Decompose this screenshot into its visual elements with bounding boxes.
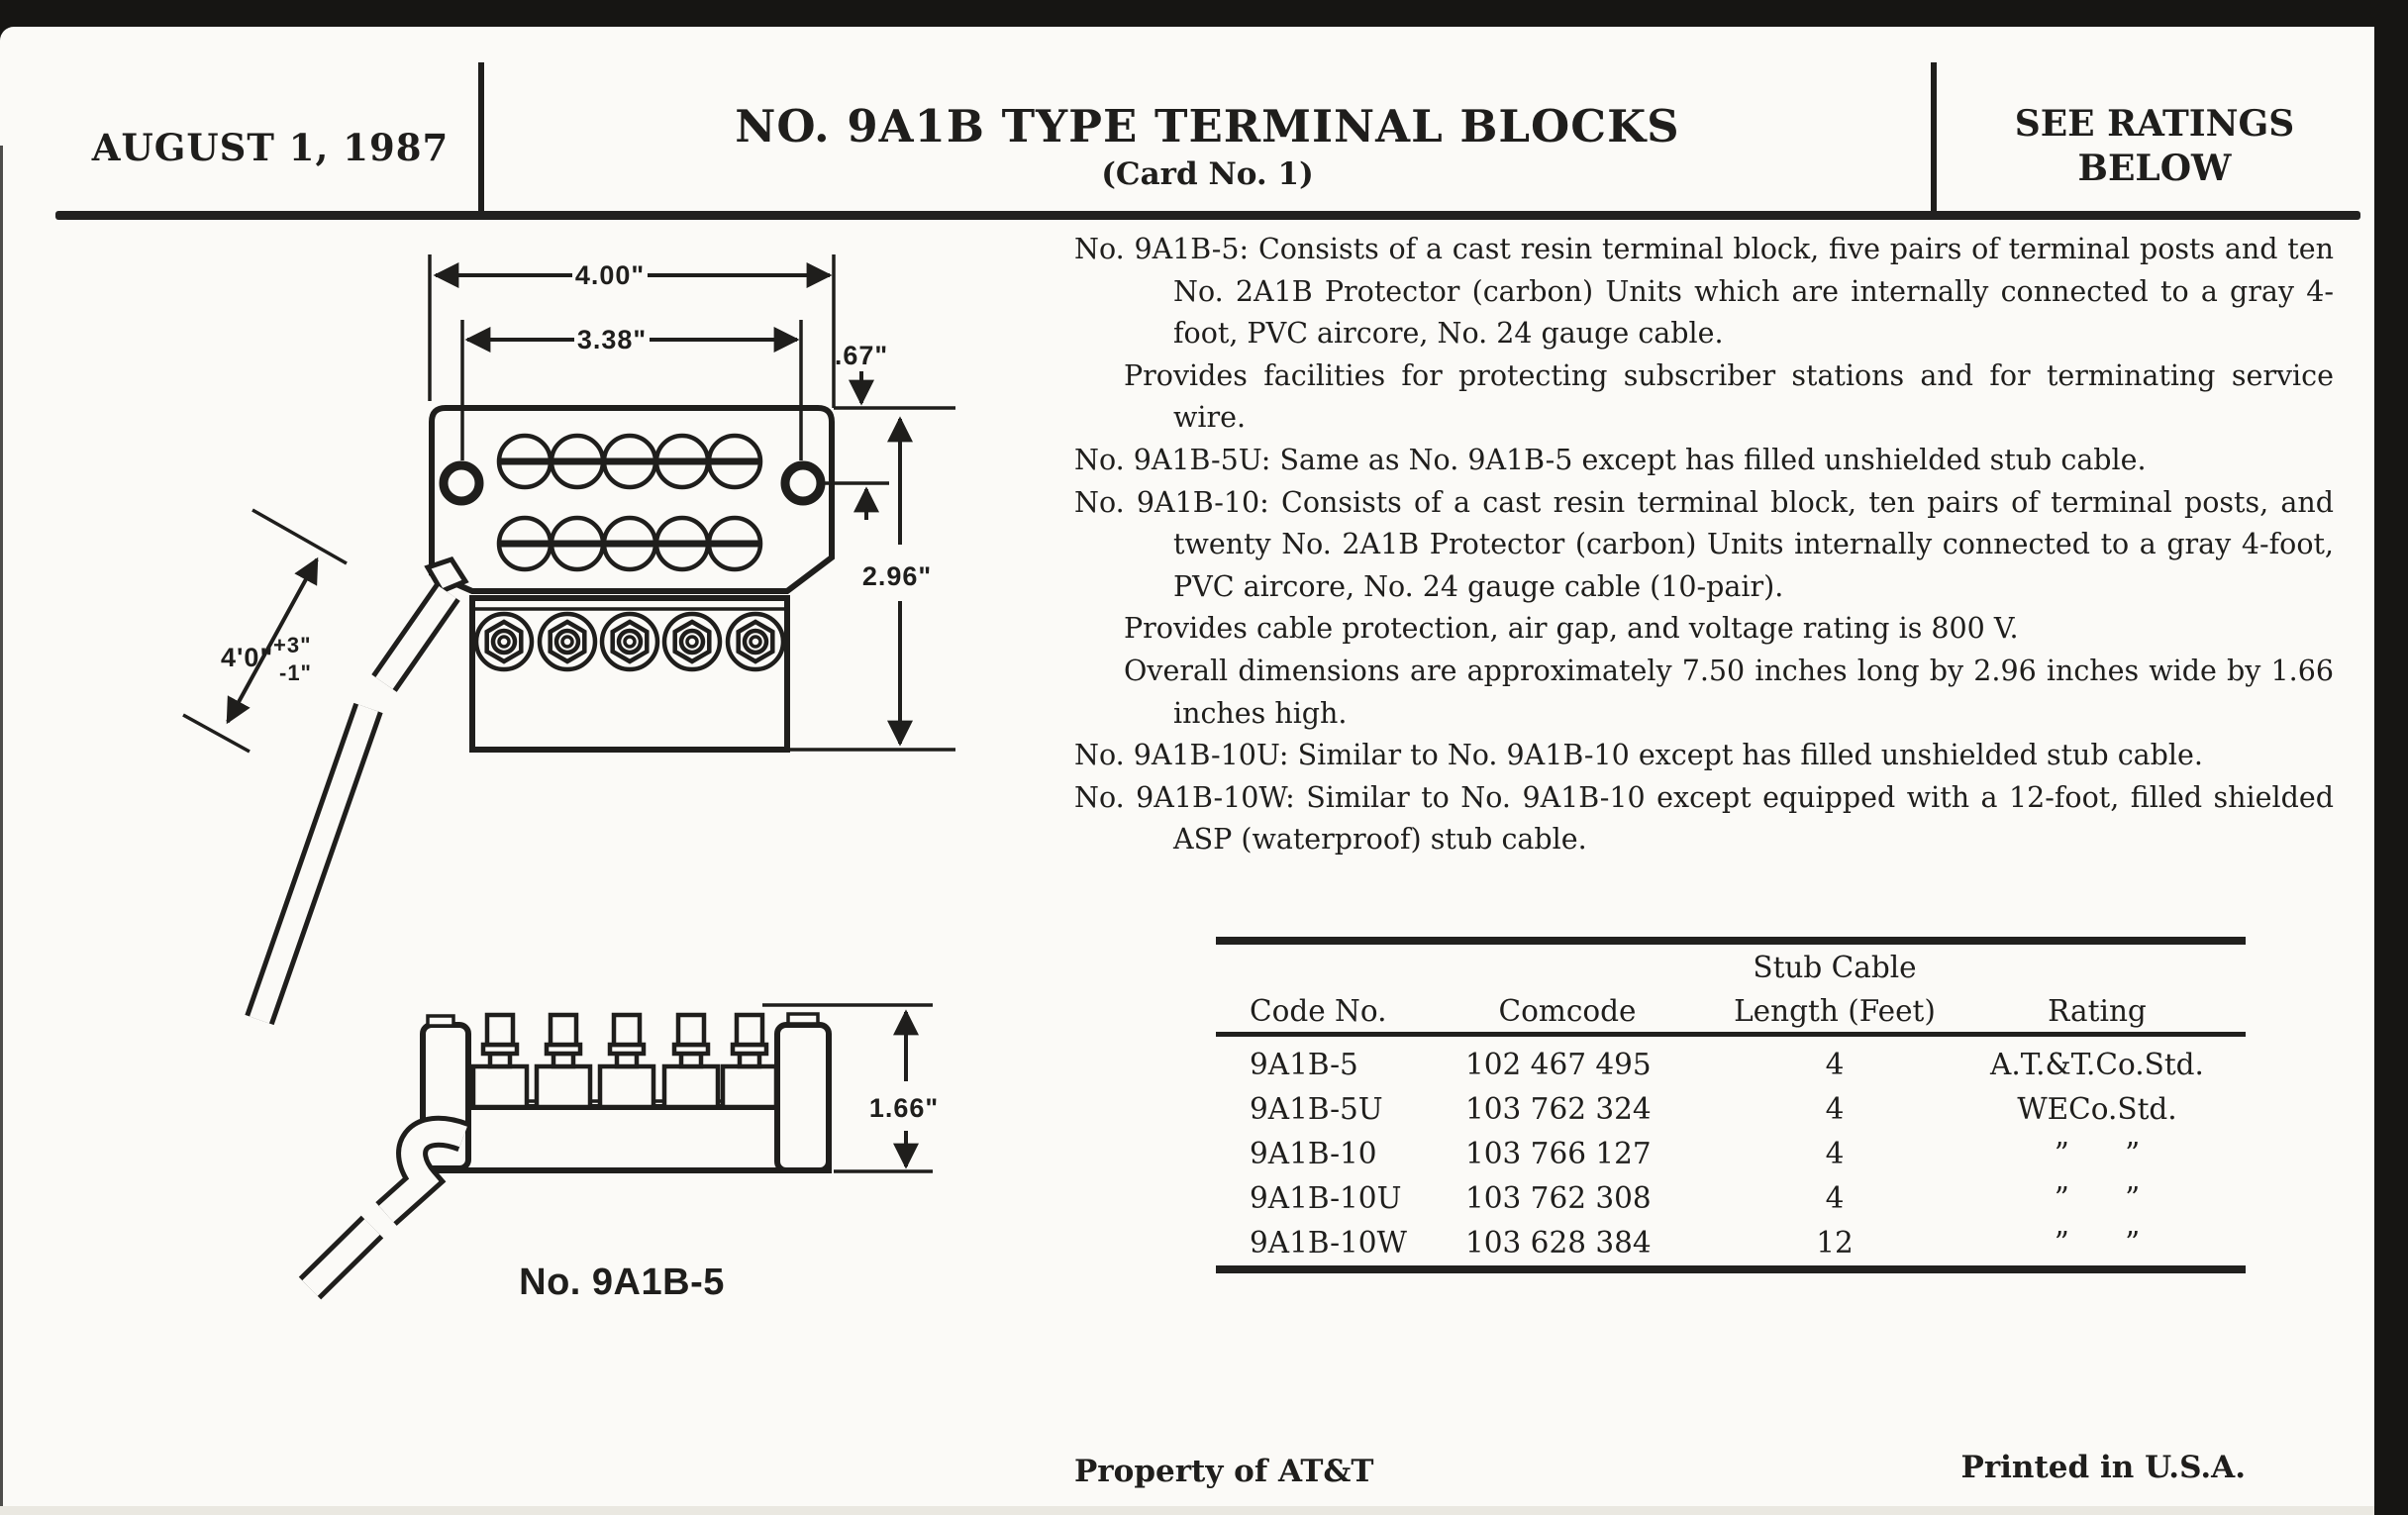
length-cell: 4	[1825, 1048, 1845, 1081]
comcode-cell: 103 762 324	[1465, 1092, 1652, 1126]
header-divider-left	[478, 62, 484, 213]
code-cell: 9A1B-10U	[1250, 1181, 1402, 1215]
dimension-label-depth: 2.96"	[862, 561, 932, 591]
column-header-rating: Rating	[1949, 984, 2246, 1037]
rating-cell: ” ”	[2054, 1137, 2141, 1170]
column-header-code: Code No.	[1216, 984, 1414, 1037]
document-title: NO. 9A1B TYPE TERMINAL BLOCKS	[735, 100, 1680, 152]
description-paragraph: No. 9A1B-10U: Similar to No. 9A1B-10 exc…	[1074, 739, 2203, 772]
dimension-label-cable-tol-minus: -1"	[279, 660, 312, 685]
comcode-cell: 102 467 495	[1465, 1048, 1652, 1081]
header-rule	[55, 211, 2360, 220]
document-page: AUGUST 1, 1987 NO. 9A1B TYPE TERMINAL BL…	[0, 27, 2374, 1515]
date-stamp: AUGUST 1, 1987	[91, 126, 450, 169]
footer-printed-note: Printed in U.S.A.	[1960, 1450, 2246, 1485]
comcode-cell: 103 762 308	[1465, 1181, 1652, 1215]
dimension-label-edge-offset: .67"	[835, 341, 888, 370]
dimension-lines	[762, 1003, 933, 1173]
column-header-length: Length (Feet)	[1721, 984, 1949, 1037]
scan-left-edge-artifact	[0, 146, 3, 1515]
dimension-label-outer-width: 4.00"	[575, 260, 645, 290]
header-divider-right	[1931, 62, 1937, 213]
description-paragraph: Provides cable protection, air gap, and …	[1124, 612, 2019, 646]
scan-top-bar	[0, 0, 2408, 27]
side-view-diagram: 1.66" No. 9A1B-5	[298, 1003, 939, 1303]
table-row: 9A1B-10 103 766 127 4 ” ”	[1216, 1126, 2246, 1170]
rating-cell: ” ”	[1949, 1215, 2246, 1273]
diagram-caption: No. 9A1B-5	[519, 1262, 725, 1303]
rating-cell: A.T.&T.Co.Std.	[1990, 1048, 2204, 1081]
description-paragraph: Provides facilities for protecting subsc…	[1124, 358, 2334, 435]
group-header-stub-cable: Stub Cable	[1721, 937, 1949, 984]
terminal-block-side-view	[420, 1012, 832, 1173]
scan-bottom-smudge	[0, 1506, 2374, 1515]
ratings-table: Stub Cable Code No. Comcode Length (Feet…	[1216, 937, 2246, 1273]
dimension-label-inner-width: 3.38"	[577, 325, 647, 354]
document-subtitle: (Card No. 1)	[1101, 156, 1314, 192]
table-row: 9A1B-10U 103 762 308 4 ” ”	[1216, 1170, 2246, 1215]
title-block: NO. 9A1B TYPE TERMINAL BLOCKS (Card No. …	[484, 100, 1931, 192]
code-cell: 9A1B-5U	[1250, 1092, 1383, 1126]
ratings-note-line2: BELOW	[2077, 148, 2232, 189]
comcode-cell: 103 766 127	[1465, 1137, 1652, 1170]
rating-cell: ” ”	[2054, 1181, 2141, 1215]
description-paragraph: No. 9A1B-5: Consists of a cast resin ter…	[1074, 233, 2334, 351]
table-row: 9A1B-5U 103 762 324 4 WECo.Std.	[1216, 1081, 2246, 1126]
code-cell: 9A1B-5	[1250, 1048, 1358, 1081]
stub-cable-top-view	[245, 556, 469, 1026]
code-cell: 9A1B-10W	[1216, 1215, 1414, 1273]
description-paragraph: No. 9A1B-10: Consists of a cast resin te…	[1074, 485, 2334, 603]
length-cell: 4	[1825, 1181, 1845, 1215]
description-paragraph: Overall dimensions are approximately 7.5…	[1124, 654, 2334, 730]
table-row: 9A1B-10W 103 628 384 12 ” ”	[1216, 1215, 2246, 1273]
scan-right-bar	[2374, 0, 2408, 1515]
dimension-label-height: 1.66"	[869, 1093, 939, 1123]
footer-property-note: Property of AT&T	[1074, 1454, 1374, 1489]
length-cell: 4	[1825, 1137, 1845, 1170]
top-view-diagram: 4.00" 3.38" .67" 2.96" 4'0" +3" -1"	[182, 254, 955, 1026]
length-cell: 4	[1825, 1092, 1845, 1126]
description-paragraph: No. 9A1B-5U: Same as No. 9A1B-5 except h…	[1074, 443, 2147, 476]
dimension-label-cable-length: 4'0"	[221, 643, 273, 672]
description-paragraph: No. 9A1B-10W: Similar to No. 9A1B-10 exc…	[1074, 780, 2334, 857]
dimension-label-cable-tol-plus: +3"	[273, 633, 312, 657]
comcode-cell: 103 628 384	[1414, 1215, 1721, 1273]
code-cell: 9A1B-10	[1250, 1137, 1377, 1170]
column-header-comcode: Comcode	[1414, 984, 1721, 1037]
terminal-block-top-view	[429, 405, 835, 753]
description-text: No. 9A1B-5: Consists of a cast resin ter…	[1074, 229, 2334, 861]
table-row: 9A1B-5 102 467 495 4 A.T.&T.Co.Std.	[1216, 1035, 2246, 1081]
ratings-note: SEE RATINGS BELOW	[1937, 102, 2372, 191]
dimension-lines	[182, 254, 955, 754]
length-cell: 12	[1721, 1215, 1949, 1273]
stub-cable-side-view	[298, 1115, 469, 1300]
table-group-header-row: Stub Cable	[1216, 937, 2246, 984]
rating-cell: WECo.Std.	[2017, 1092, 2177, 1126]
table-column-header-row: Code No. Comcode Length (Feet) Rating	[1216, 984, 2246, 1037]
ratings-note-line1: SEE RATINGS	[2014, 103, 2295, 145]
